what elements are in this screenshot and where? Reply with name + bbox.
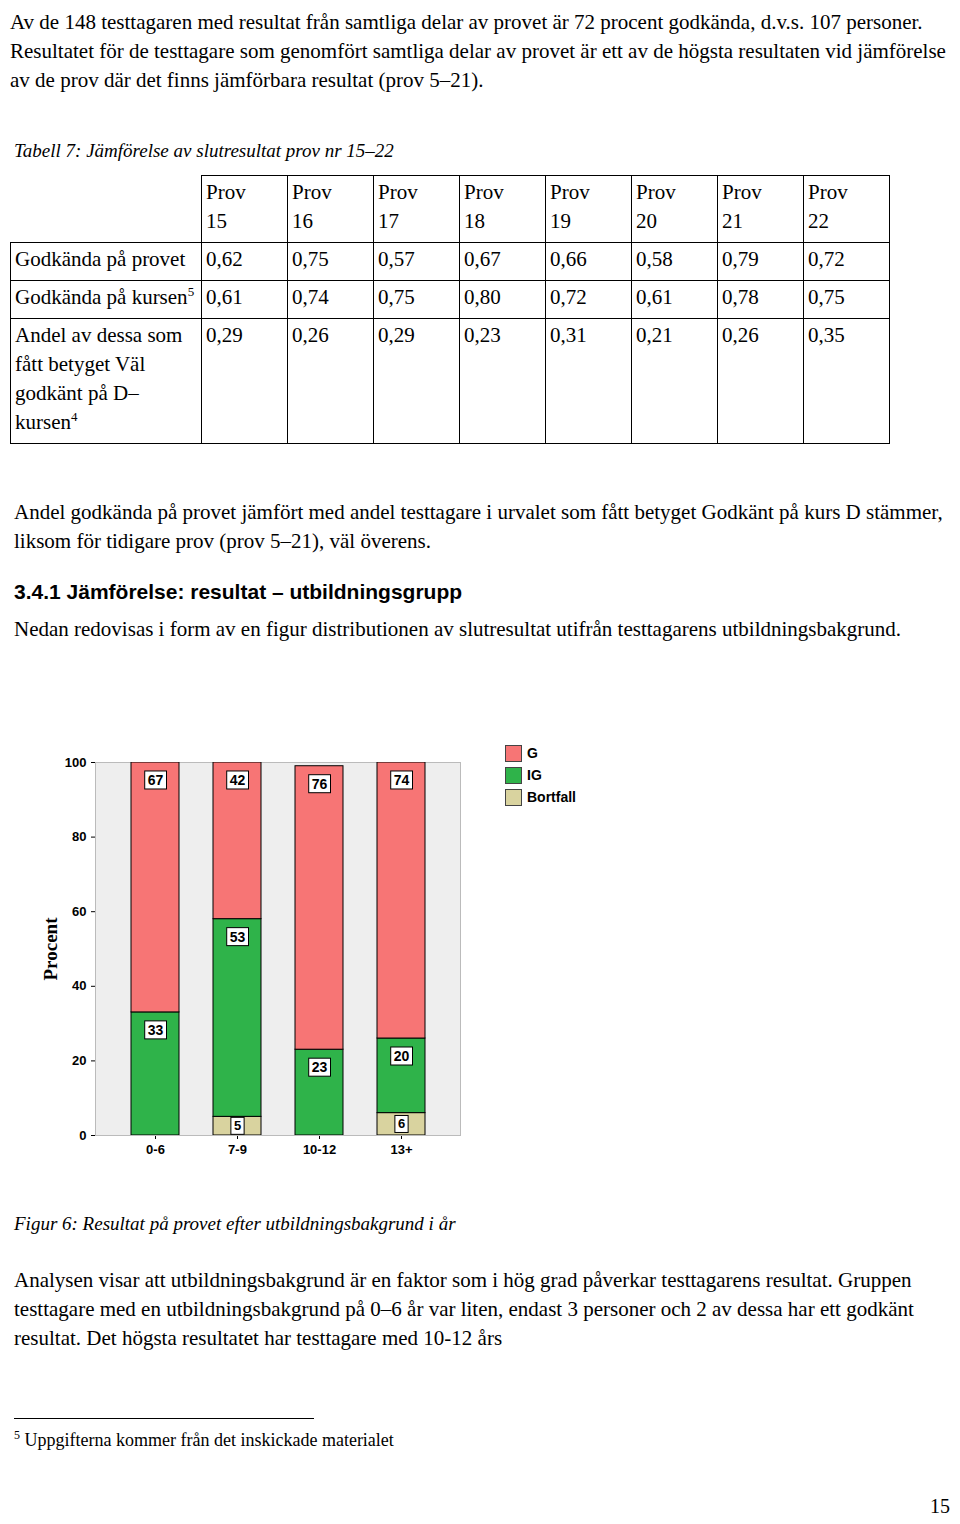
html-text:Andel godkända på provet jämfö: Andel godkända på provet jämfört med and… [14, 500, 943, 553]
html-text:Prov 21: Prov 21 [722, 180, 762, 233]
html-text:0,62: 0,62 [206, 247, 243, 271]
svg-text:53: 53 [230, 929, 246, 945]
svg-text:80: 80 [72, 829, 86, 844]
svg-text:23: 23 [312, 1059, 328, 1075]
html-text:Av de 148 testtagaren med resu: Av de 148 testtagaren med resultat från … [10, 10, 946, 92]
html-text:0,72: 0,72 [550, 285, 587, 309]
svg-text:10-12: 10-12 [303, 1142, 336, 1157]
svg-text:67: 67 [148, 772, 164, 788]
html-text:Prov 15: Prov 15 [206, 180, 246, 233]
html-text:IG: IG [527, 767, 542, 783]
html-text:Prov 16: Prov 16 [292, 180, 332, 233]
svg-text:20: 20 [394, 1048, 410, 1064]
html-text:0,26: 0,26 [292, 323, 329, 347]
html-text:Bortfall: Bortfall [527, 789, 576, 805]
html-text:0,75: 0,75 [808, 285, 845, 309]
html-text:0,23: 0,23 [464, 323, 501, 347]
svg-text:74: 74 [394, 772, 410, 788]
html-text:Prov 20: Prov 20 [636, 180, 676, 233]
html-text:Nedan redovisas i form av en f: Nedan redovisas i form av en figur distr… [14, 617, 901, 641]
svg-text:6: 6 [398, 1116, 405, 1131]
html-text:0,75: 0,75 [292, 247, 329, 271]
svg-text:13+: 13+ [390, 1142, 412, 1157]
html-text:0,57: 0,57 [378, 247, 415, 271]
svg-text:5: 5 [234, 1118, 241, 1133]
html-text:0,74: 0,74 [292, 285, 329, 309]
html-text:Tabell 7: Jämförelse av slutre: Tabell 7: Jämförelse av slutresultat pro… [14, 140, 394, 161]
html-text:0,61: 0,61 [206, 285, 243, 309]
svg-text:33: 33 [148, 1022, 164, 1038]
html-text:0,67: 0,67 [464, 247, 501, 271]
svg-text:0: 0 [79, 1128, 86, 1143]
svg-text:20: 20 [72, 1053, 86, 1068]
svg-text:7-9: 7-9 [228, 1142, 247, 1157]
html-text:5Uppgifterna kommer från det i: 5Uppgifterna kommer från det inskickade … [14, 1428, 394, 1450]
html-text:0,35: 0,35 [808, 323, 845, 347]
html-text:0,61: 0,61 [636, 285, 673, 309]
svg-text:100: 100 [65, 755, 87, 770]
svg-text:42: 42 [230, 772, 246, 788]
html-text:Prov 19: Prov 19 [550, 180, 590, 233]
svg-text:40: 40 [72, 978, 86, 993]
html-text:Godkända på kursen5: Godkända på kursen5 [15, 284, 195, 309]
html-text:3.4.1 Jämförelse: resultat – u: 3.4.1 Jämförelse: resultat – utbildnings… [14, 580, 463, 603]
html-text:15: 15 [930, 1495, 950, 1517]
html-text:Figur 6: Resultat på provet ef: Figur 6: Resultat på provet efter utbild… [14, 1213, 456, 1234]
html-text:Godkända på provet: Godkända på provet [15, 247, 186, 271]
html-text:Andel av dessa som fått betyge: Andel av dessa som fått betyget Väl godk… [15, 323, 183, 434]
html-text:Prov 18: Prov 18 [464, 180, 504, 233]
svg-text:76: 76 [312, 776, 328, 792]
svg-text:60: 60 [72, 904, 86, 919]
svg-text:Procent: Procent [40, 917, 61, 981]
html-text:0,78: 0,78 [722, 285, 759, 309]
html-text:Analysen visar att utbildnings: Analysen visar att utbildningsbakgrund ä… [14, 1268, 914, 1350]
html-text:0,75: 0,75 [378, 285, 415, 309]
html-text:0,26: 0,26 [722, 323, 759, 347]
html-text:Prov 22: Prov 22 [808, 180, 848, 233]
html-text:0,58: 0,58 [636, 247, 673, 271]
html-text:0,66: 0,66 [550, 247, 587, 271]
html-text:0,29: 0,29 [206, 323, 243, 347]
html-text:0,31: 0,31 [550, 323, 587, 347]
html-text:0,29: 0,29 [378, 323, 415, 347]
html-text:0,80: 0,80 [464, 285, 501, 309]
svg-text:0-6: 0-6 [146, 1142, 165, 1157]
html-text:G: G [527, 745, 538, 761]
html-text:0,79: 0,79 [722, 247, 759, 271]
html-text:Prov 17: Prov 17 [378, 180, 418, 233]
html-text:0,21: 0,21 [636, 323, 673, 347]
html-text:0,72: 0,72 [808, 247, 845, 271]
